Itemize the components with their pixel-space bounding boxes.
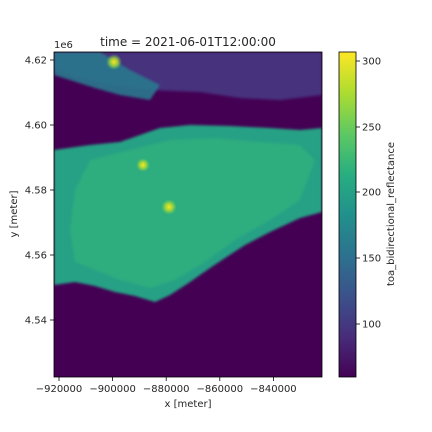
colorbar: 100 150 200 250 300 toa_bidirectional_re… — [338, 51, 397, 378]
x-tick-label-3: −880000 — [143, 384, 190, 395]
x-tick-label-5: −840000 — [250, 384, 297, 395]
colorbar-tick-label-1: 100 — [362, 320, 381, 331]
heatmap-image — [54, 52, 322, 377]
x-tick-label-4: −860000 — [197, 384, 244, 395]
colorbar-tick-label-2: 150 — [362, 254, 381, 265]
heatmap-land-core — [70, 138, 315, 288]
y-tick-1: 4.54 — [25, 316, 54, 327]
colorbar-tick-label-4: 250 — [362, 123, 381, 134]
colorbar-tick-5: 300 — [356, 57, 381, 68]
heatmap-upper-strip — [54, 52, 160, 100]
x-tick-4: −860000 — [197, 377, 244, 395]
colorbar-frame — [338, 51, 357, 378]
x-axis: −920000 −900000 −880000 −860000 −840000 — [36, 377, 297, 395]
x-tick-3: −880000 — [143, 377, 190, 395]
y-tick-2: 4.56 — [25, 251, 54, 262]
x-tick-2: −900000 — [89, 377, 136, 395]
colorbar-tick-2: 150 — [356, 254, 381, 265]
y-tick-label-2: 4.56 — [25, 251, 47, 262]
y-tick-label-1: 4.54 — [25, 316, 47, 327]
colorbar-tick-1: 100 — [356, 320, 381, 331]
colorbar-label: toa_bidirectional_reflectance — [386, 142, 397, 286]
y-tick-label-5: 4.62 — [25, 56, 47, 67]
colorbar-tick-3: 200 — [356, 188, 381, 199]
colorbar-tick-label-3: 200 — [362, 188, 381, 199]
y-axis-label: y [meter] — [9, 190, 20, 237]
x-tick-5: −840000 — [250, 377, 297, 395]
x-axis-label: x [meter] — [165, 399, 212, 410]
colorbar-tick-label-5: 300 — [362, 57, 381, 68]
colorbar-tick-4: 250 — [356, 123, 381, 134]
y-axis: 4.54 4.56 4.58 4.60 4.62 — [25, 56, 54, 327]
x-tick-label-1: −920000 — [36, 384, 83, 395]
y-tick-label-4: 4.60 — [25, 121, 47, 132]
y-tick-4: 4.60 — [25, 121, 54, 132]
chart-title: time = 2021-06-01T12:00:00 — [100, 35, 276, 49]
heatmap-bright-spot-3 — [106, 54, 122, 70]
colorbar-gradient — [339, 52, 356, 377]
x-tick-1: −920000 — [36, 377, 83, 395]
y-tick-3: 4.58 — [25, 186, 54, 197]
heatmap-bright-spot-1 — [161, 199, 177, 215]
y-tick-5: 4.62 — [25, 56, 54, 67]
heatmap-bright-spot-2 — [136, 158, 150, 172]
plot-frame — [53, 51, 323, 378]
y-tick-label-3: 4.58 — [25, 186, 47, 197]
y-axis-offset-label: 1e6 — [54, 40, 73, 51]
x-tick-label-2: −900000 — [89, 384, 136, 395]
